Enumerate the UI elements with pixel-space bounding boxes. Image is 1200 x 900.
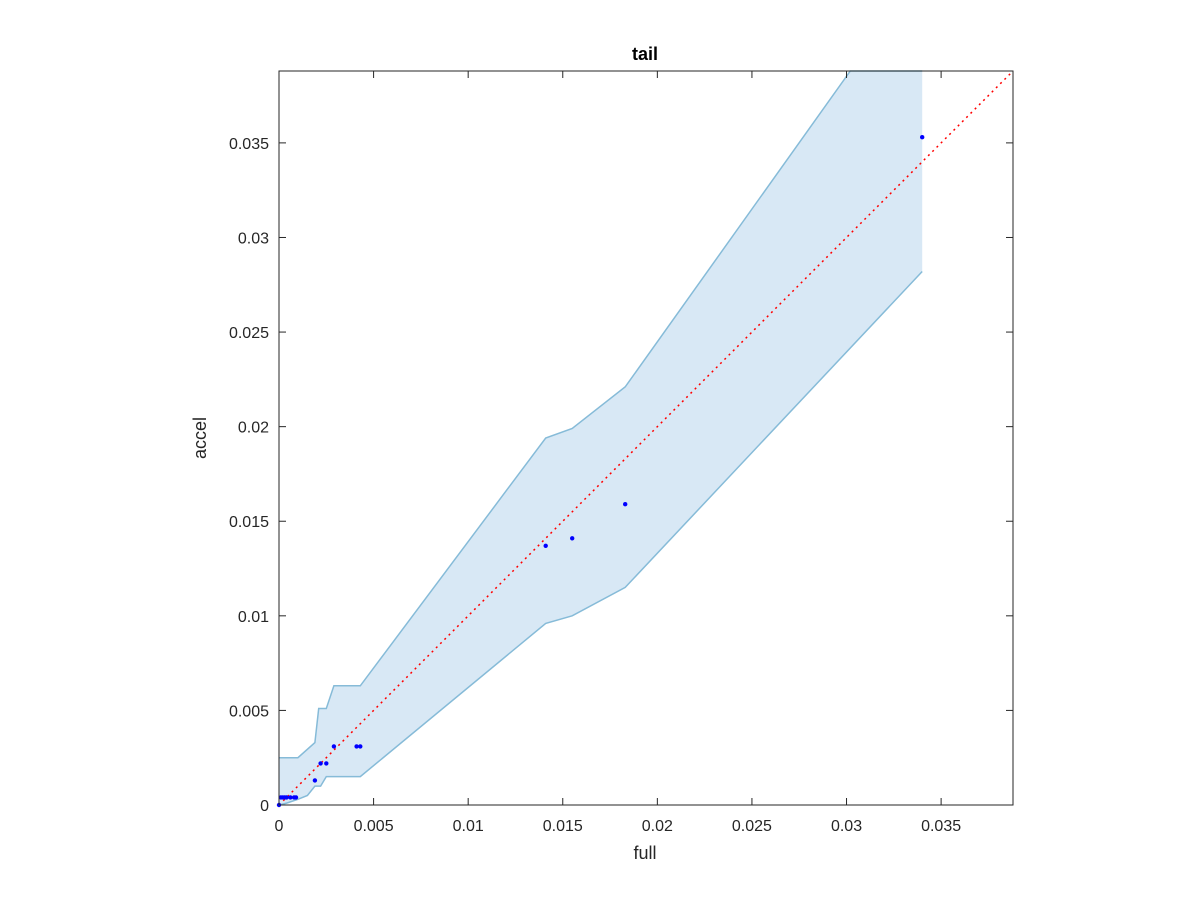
data-point — [312, 778, 318, 783]
y-tick-label: 0.025 — [229, 325, 269, 342]
y-tick-label: 0 — [260, 798, 269, 815]
band-upper-edge — [279, 70, 923, 759]
x-tick-label: 0.035 — [921, 818, 961, 835]
x-axis-label: full — [633, 843, 656, 863]
data-point — [318, 761, 323, 766]
y-axis-label: accel — [190, 417, 210, 459]
data-point — [324, 761, 329, 766]
data-point — [543, 543, 548, 548]
data-point — [570, 536, 575, 541]
data-point — [284, 795, 289, 800]
x-tick-label: 0.01 — [453, 818, 484, 835]
data-point — [358, 744, 363, 749]
data-point — [293, 795, 299, 800]
x-tick-label: 0.025 — [732, 818, 772, 835]
x-tick-label: 0.02 — [642, 818, 673, 835]
x-tick-label: 0.005 — [354, 818, 394, 835]
band-lower-edge — [278, 270, 923, 806]
y-tick-label: 0.02 — [238, 420, 269, 437]
plot-area: 0 0.005 0.01 0.015 0.02 0.025 0.03 0.035 0 0.005 0… — [229, 70, 1014, 835]
x-tick-label: 0.015 — [543, 818, 583, 835]
y-tick-label: 0.015 — [229, 514, 269, 531]
confidence-band — [279, 71, 923, 805]
data-point — [623, 502, 628, 507]
chart-title: tail — [632, 44, 658, 64]
x-tick-label: 0.03 — [831, 818, 862, 835]
y-tick-label: 0.035 — [229, 136, 269, 153]
y-tick-label: 0.01 — [238, 609, 269, 626]
data-point — [288, 795, 293, 800]
y-tick-label: 0.03 — [238, 230, 269, 247]
reference-line — [278, 70, 1014, 806]
data-point — [354, 744, 359, 749]
y-tick-label: 0.005 — [229, 703, 269, 720]
data-point — [331, 744, 337, 749]
data-point — [920, 135, 925, 140]
axes-box — [278, 70, 1014, 806]
x-tick-label: 0 — [275, 818, 284, 835]
